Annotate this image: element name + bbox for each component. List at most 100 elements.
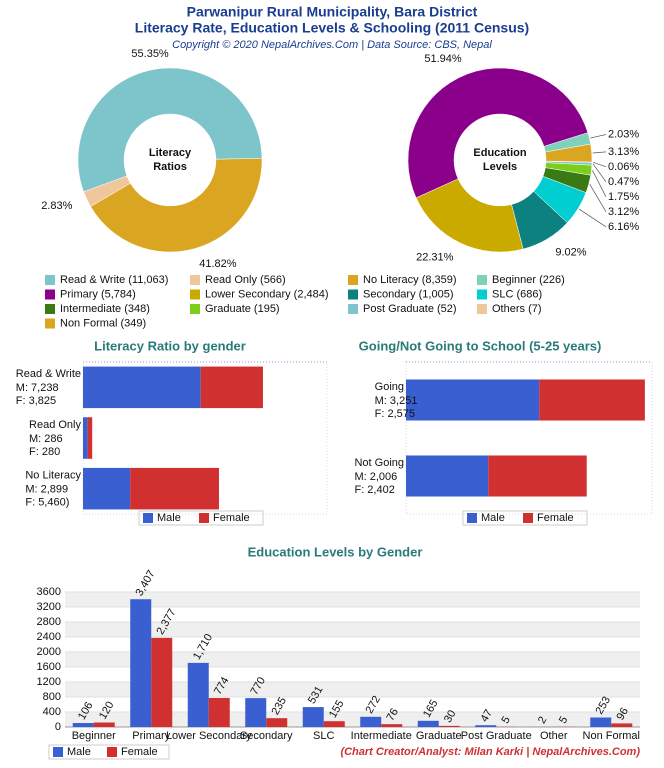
category-label: Going (375, 381, 404, 393)
legend-swatch (45, 289, 55, 300)
bar (208, 697, 230, 727)
legend-label: Male (67, 746, 91, 758)
value-label: 96 (614, 706, 631, 723)
slice-label: 3.12% (608, 206, 639, 218)
legend-swatch (107, 747, 117, 757)
legend-label: Read & Write (11,063) (60, 274, 168, 286)
value-label: F: 2,402 (354, 484, 394, 496)
bar (417, 720, 439, 727)
legend-swatch (143, 513, 153, 523)
bar (590, 717, 612, 727)
legend-label: Female (121, 746, 158, 758)
value-label: 5 (499, 714, 512, 725)
bar-segment (539, 379, 645, 421)
y-tick-label: 2800 (37, 616, 61, 628)
value-label: M: 2,006 (354, 471, 397, 483)
x-tick-label: Graduate (416, 730, 462, 742)
donut-slice (545, 162, 593, 176)
value-label: 76 (384, 706, 401, 723)
chart-title: Literacy Ratio by gender (94, 338, 246, 353)
bar (266, 718, 288, 727)
value-label: M: 3,251 (375, 395, 418, 407)
value-label: F: 5,460) (25, 497, 69, 509)
slice-label: 51.94% (424, 53, 462, 65)
legend-swatch (477, 289, 487, 300)
bar-segment (83, 366, 201, 409)
bar (475, 725, 497, 727)
legend-label: Others (7) (492, 303, 542, 315)
legend-swatch (467, 513, 477, 523)
bar-segment (83, 417, 88, 459)
y-tick-label: 3200 (37, 601, 61, 613)
slice-label: 6.16% (608, 221, 639, 233)
legend-label: Secondary (1,005) (363, 288, 454, 300)
value-label: 2 (536, 715, 549, 726)
bar (245, 698, 267, 727)
value-label: M: 7,238 (16, 382, 59, 394)
value-label: F: 3,825 (16, 395, 56, 407)
y-tick-label: 2400 (37, 631, 61, 643)
donut-slice (83, 175, 131, 207)
x-tick-label: Non Formal (583, 730, 640, 742)
x-tick-label: Other (540, 730, 568, 742)
leader-line (592, 161, 607, 168)
category-label: Not Going (354, 457, 404, 469)
x-tick-label: Primary (132, 730, 170, 742)
legend-frame (48, 744, 170, 760)
legend-swatch (477, 304, 487, 314)
legend-swatch (523, 513, 533, 523)
slice-label: 0.47% (608, 176, 639, 188)
slice-label: 2.03% (608, 128, 639, 140)
plot-band (65, 592, 640, 607)
legend-frame (462, 510, 588, 526)
legend-swatch (45, 318, 55, 329)
bar (381, 724, 403, 727)
legend-swatch (348, 275, 358, 285)
legend-label: Intermediate (348) (60, 303, 150, 315)
credit: (Chart Creator/Analyst: Milan Karki | Ne… (340, 746, 640, 758)
legend-label: Non Formal (349) (60, 317, 146, 329)
value-label: F: 2,575 (375, 408, 415, 420)
bar (93, 722, 115, 727)
bar (323, 721, 345, 727)
leader-line (592, 163, 607, 183)
y-tick-label: 400 (43, 706, 61, 718)
x-tick-label: SLC (313, 730, 334, 742)
y-tick-label: 2000 (37, 646, 61, 658)
bar (72, 723, 94, 727)
value-label: 47 (478, 708, 495, 725)
bar (302, 707, 324, 727)
legend-label: Male (481, 512, 505, 524)
donut-slice (415, 178, 524, 253)
y-tick-label: 3600 (37, 586, 61, 598)
slice-label: 22.31% (416, 251, 454, 263)
legend-swatch (190, 304, 200, 314)
bar (151, 637, 173, 727)
legend-swatch (53, 747, 63, 757)
bar-segment (200, 366, 263, 409)
legend-label: No Literacy (8,359) (363, 274, 457, 286)
slice-label: 3.13% (608, 146, 639, 158)
bar-segment (87, 417, 93, 459)
center-label: Education (473, 147, 526, 159)
legend-swatch (190, 275, 200, 285)
leader-line (592, 170, 607, 198)
center-label: Ratios (153, 161, 187, 173)
slice-label: 9.02% (555, 247, 586, 259)
category-label: No Literacy (25, 470, 81, 482)
x-tick-label: Beginner (72, 730, 116, 742)
center-label: Levels (483, 161, 517, 173)
x-tick-label: Lower Secondary (166, 730, 252, 742)
bar (438, 725, 460, 727)
legend-swatch (45, 304, 55, 314)
donut-slice (545, 143, 593, 163)
category-label: Read Only (29, 419, 81, 431)
y-tick-label: 0 (55, 721, 61, 733)
leader-line (589, 184, 607, 213)
chart-title: Going/Not Going to School (5-25 years) (359, 338, 602, 353)
plot-band (65, 622, 640, 637)
donut-slice (542, 167, 592, 193)
slice-label: 55.35% (131, 48, 169, 60)
